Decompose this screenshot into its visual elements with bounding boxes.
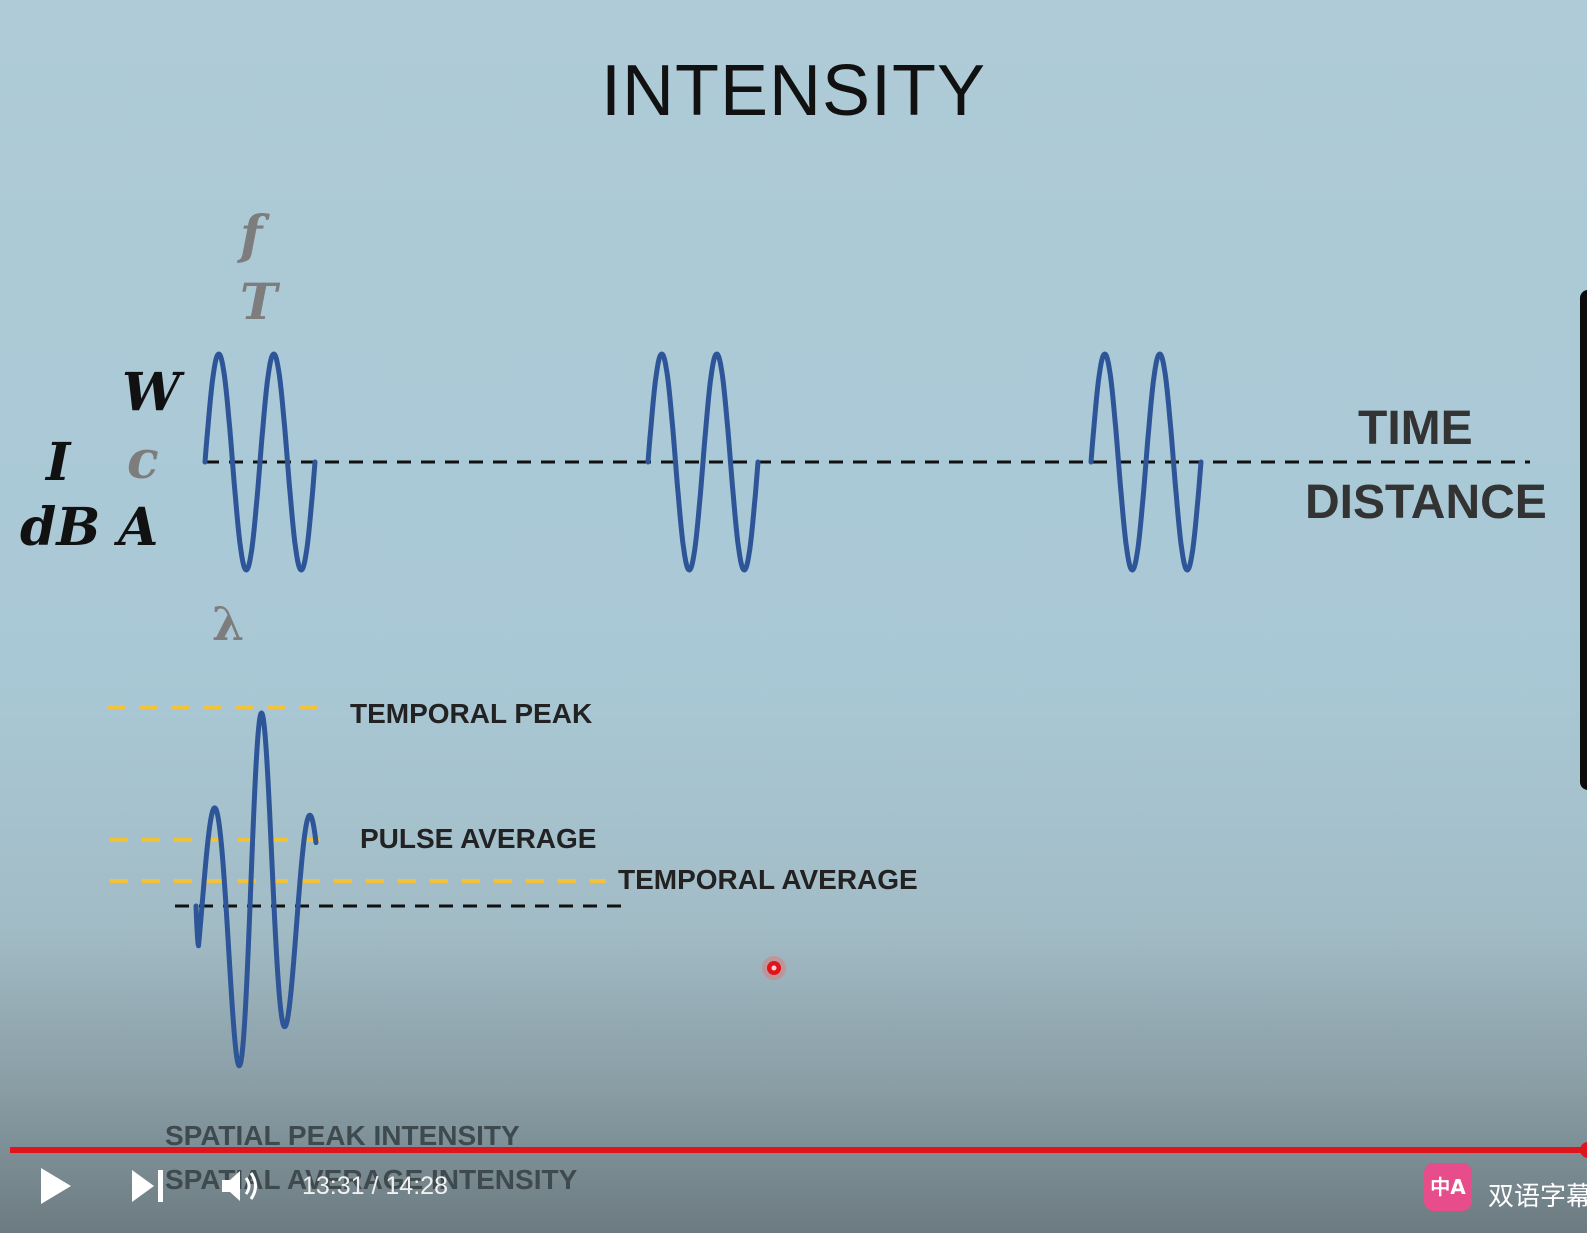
speed-symbol: c — [127, 430, 159, 491]
play-button[interactable] — [38, 1165, 74, 1211]
distance-label: DISTANCE — [1305, 476, 1547, 529]
temporal-average-label: TEMPORAL AVERAGE — [618, 864, 918, 895]
temporal-peak-label: TEMPORAL PEAK — [350, 698, 593, 729]
time-separator: / — [364, 1172, 386, 1200]
frequency-symbol: f — [240, 205, 263, 266]
intensity-pulse — [193, 710, 319, 1069]
volume-button[interactable] — [220, 1168, 262, 1208]
time-display: 13:31 / 14:28 — [302, 1172, 448, 1201]
pulse-1 — [202, 351, 318, 573]
wavelength-symbol: λ — [212, 597, 245, 651]
current-time: 13:31 — [302, 1172, 365, 1200]
play-icon — [41, 1168, 71, 1204]
next-button[interactable] — [130, 1168, 166, 1208]
decibel-symbol: dB — [20, 497, 101, 558]
power-symbol: W — [122, 362, 181, 423]
slide-title: INTENSITY — [600, 51, 987, 131]
subtitle-toggle-label[interactable]: 双语字幕 — [1488, 1182, 1587, 1212]
time-label: TIME — [1358, 402, 1473, 455]
side-panel-edge — [1580, 290, 1587, 790]
duration: 14:28 — [385, 1172, 448, 1200]
period-symbol: T — [240, 272, 278, 331]
spatial-peak-label: SPATIAL PEAK INTENSITY — [165, 1120, 520, 1151]
pulse-3 — [1088, 351, 1204, 573]
pulse-average-label: PULSE AVERAGE — [360, 823, 597, 854]
amplitude-symbol: A — [118, 497, 159, 558]
progress-bar[interactable] — [10, 1147, 1587, 1153]
volume-icon — [222, 1171, 257, 1201]
progress-scrubber[interactable] — [1580, 1142, 1587, 1158]
subtitle-icon[interactable]: 中A — [1424, 1163, 1472, 1211]
pulse-2 — [645, 351, 761, 573]
next-icon — [132, 1170, 163, 1202]
intensity-symbol: I — [46, 432, 71, 493]
